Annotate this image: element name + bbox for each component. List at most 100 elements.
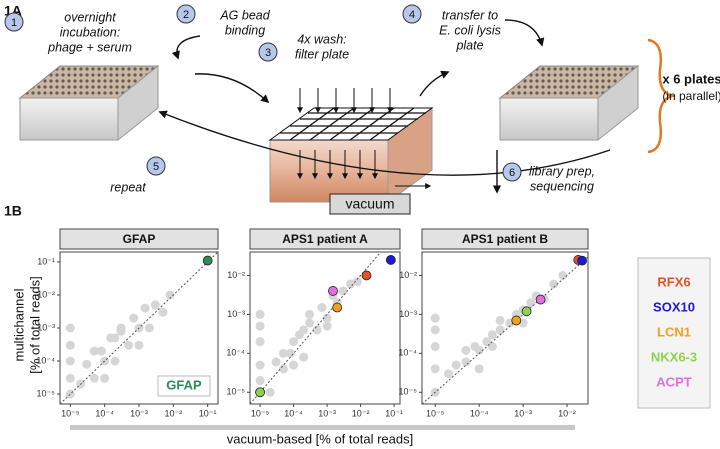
background-point — [430, 313, 440, 323]
legend-entry: NKX6-3 — [651, 349, 697, 364]
background-point — [549, 279, 559, 289]
background-point — [338, 286, 348, 296]
x-tick-label: 10⁻³ — [130, 408, 148, 418]
background-point — [165, 290, 175, 300]
background-point — [265, 387, 275, 397]
highlight-point — [577, 255, 587, 266]
step-number: 3 — [265, 47, 271, 59]
identity-line — [249, 251, 382, 405]
background-point — [474, 364, 484, 374]
plate — [18, 64, 160, 142]
background-point — [495, 325, 505, 335]
y-tick-label: 10⁻³ — [227, 309, 245, 319]
background-point — [116, 323, 126, 333]
brace — [647, 38, 677, 154]
x-tick-label: 10⁻⁵ — [251, 408, 270, 418]
highlight-point — [328, 286, 338, 296]
background-point — [461, 357, 471, 367]
x-tick-label: 10⁻⁵ — [61, 408, 80, 418]
highlight-point — [202, 255, 213, 266]
y-tick-label: 10⁻⁵ — [37, 388, 56, 398]
highlight-point — [511, 315, 522, 326]
parallel-note: (in parallel) — [662, 89, 720, 103]
highlight-point — [255, 387, 265, 398]
background-point — [140, 303, 150, 313]
panel-label: 1B — [4, 203, 22, 219]
step-text: AG bead — [219, 8, 270, 22]
background-point — [158, 307, 168, 317]
axis-bar — [70, 425, 575, 430]
step-text: overnight — [64, 10, 116, 24]
x-tick-label: 10⁻² — [164, 408, 182, 418]
arrows — [158, 19, 611, 194]
x-tick-label: 10⁻² — [558, 408, 576, 418]
background-point — [322, 313, 332, 323]
x-tick-label: 10⁻⁴ — [95, 408, 114, 418]
step-badge — [502, 162, 522, 182]
panel-title: GFAP — [123, 232, 156, 246]
x-tick-label: 10⁻⁴ — [284, 408, 303, 418]
background-point — [430, 364, 440, 374]
highlight-point — [361, 270, 372, 281]
y-tick-label: 10⁻² — [37, 289, 55, 299]
y-tick-label: 10⁻⁴ — [398, 348, 417, 358]
x-tick-label: 10⁻³ — [318, 408, 336, 418]
step-text: incubation: — [60, 25, 120, 39]
legend-entry: RFX6 — [657, 274, 690, 289]
points — [65, 290, 175, 399]
background-point — [255, 376, 265, 386]
step-badge — [176, 4, 196, 24]
step-number: 5 — [153, 161, 159, 173]
panel-title-box — [249, 228, 401, 250]
x-tick-label: 10⁻³ — [514, 408, 532, 418]
background-point — [65, 373, 75, 383]
x-tick-label: 10⁻⁵ — [426, 408, 445, 418]
background-point — [255, 321, 265, 331]
background-point — [144, 323, 154, 333]
step-text: transfer to — [442, 8, 498, 22]
background-point — [430, 325, 440, 335]
background-point — [289, 337, 299, 347]
highlight-point — [535, 294, 546, 305]
background-point — [487, 330, 497, 340]
identity-line — [59, 251, 219, 405]
background-point — [285, 348, 295, 358]
background-point — [255, 309, 265, 319]
background-point — [461, 345, 471, 355]
x-tick-label: 10⁻¹ — [199, 408, 217, 418]
background-point — [124, 340, 134, 350]
y-axis-label: multichannel — [11, 288, 26, 361]
highlight-point — [385, 255, 396, 265]
background-point — [487, 341, 497, 351]
points — [255, 276, 362, 397]
y-tick-label: 10⁻² — [399, 270, 417, 280]
background-point — [255, 337, 265, 347]
step-text: phage + serum — [47, 40, 132, 54]
identity-line — [421, 256, 589, 405]
vacuum-label: vacuum — [345, 196, 394, 212]
y-tick-label: 10⁻³ — [399, 309, 417, 319]
y-tick-label: 10⁻⁴ — [36, 355, 55, 365]
background-point — [150, 300, 160, 310]
background-point — [312, 325, 322, 335]
background-point — [495, 315, 505, 325]
plate — [498, 64, 640, 142]
step-text: plate — [455, 38, 483, 52]
legend-box — [637, 257, 711, 409]
x-axis-label: vacuum-based [% of total reads] — [227, 431, 413, 446]
y-axis-label: [% of total reads] — [27, 276, 42, 374]
background-point — [110, 356, 120, 366]
panel-title-box — [421, 228, 589, 250]
step-text: binding — [225, 23, 265, 37]
step-text: E. coli lysis — [439, 23, 501, 37]
background-point — [430, 341, 440, 351]
step-number: 6 — [509, 167, 515, 179]
highlight-point — [332, 302, 343, 313]
background-point — [65, 356, 75, 366]
background-point — [110, 333, 120, 343]
panel-title-box — [59, 228, 219, 250]
step-badge — [4, 12, 24, 32]
step-number: 1 — [11, 17, 17, 29]
step-text: 4x wash: — [297, 32, 346, 46]
background-point — [100, 373, 110, 383]
